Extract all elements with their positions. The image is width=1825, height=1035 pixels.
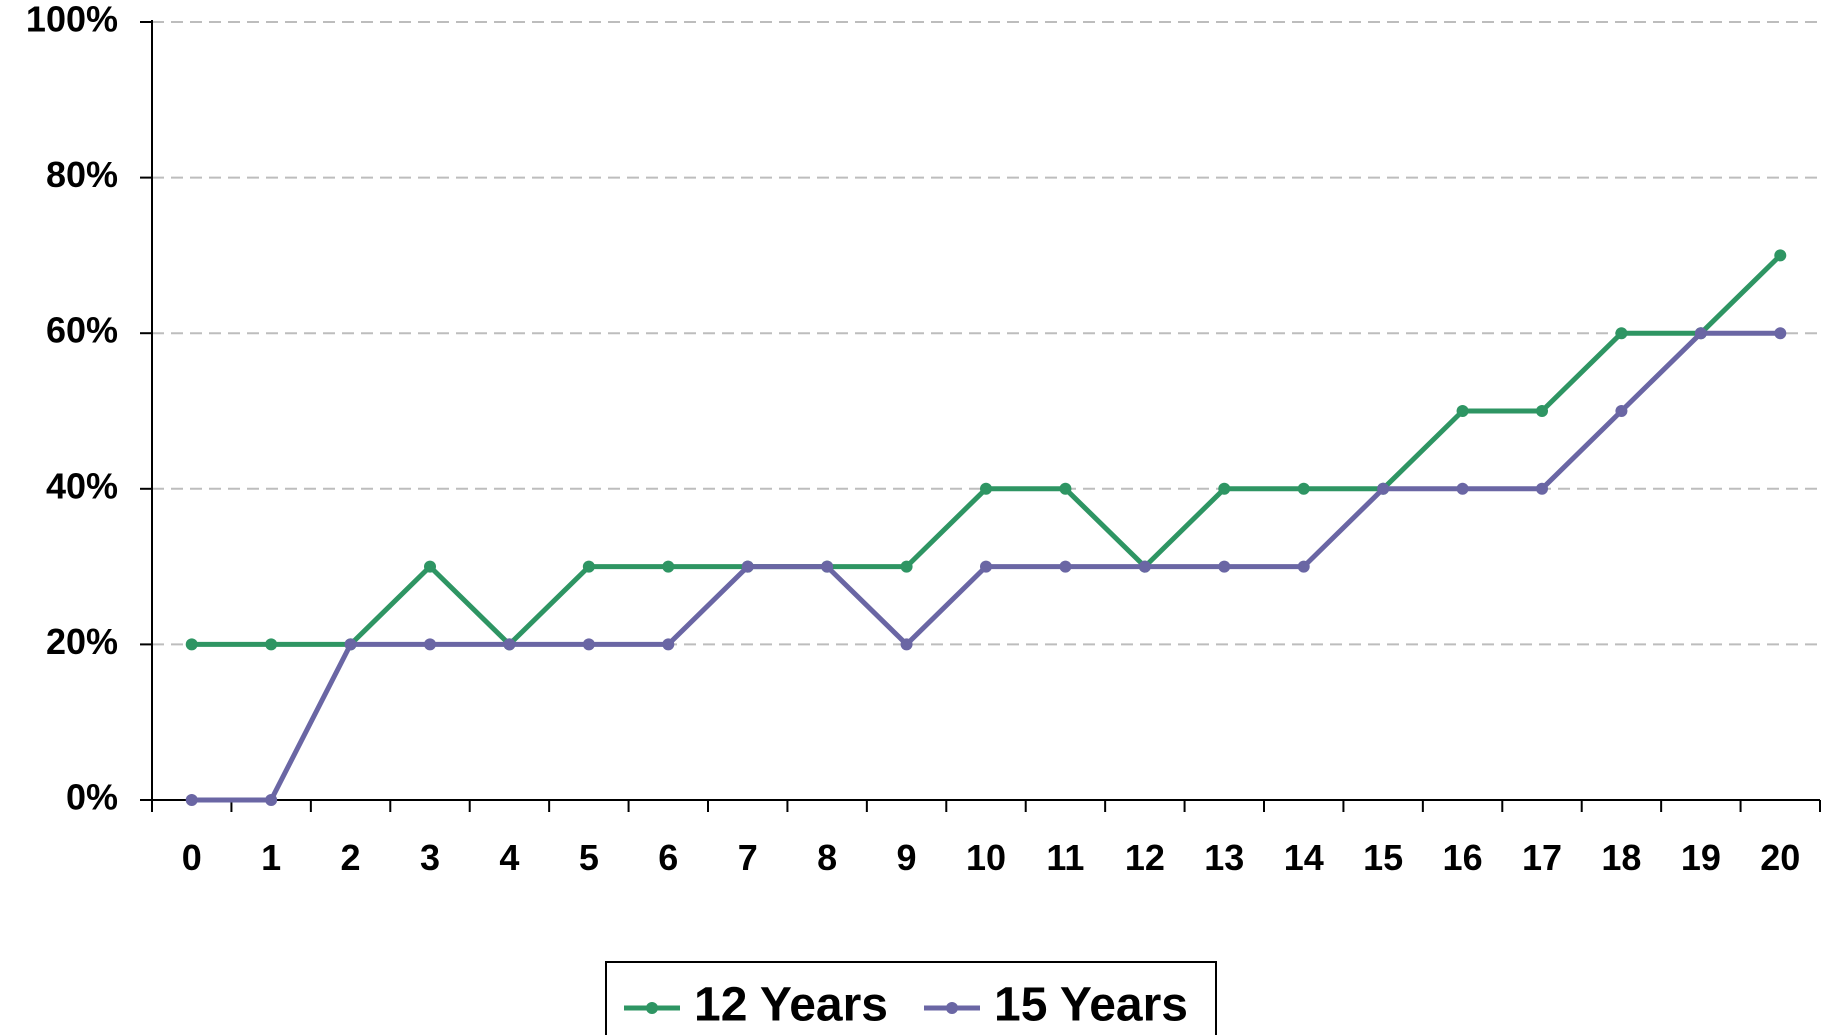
- x-tick-label: 2: [341, 837, 361, 878]
- data-point: [1536, 482, 1548, 495]
- x-tick-label: 18: [1601, 837, 1641, 878]
- axes: 0%20%40%60%80%100%0 1 2 3 4 5 6 7 8 9 10 11 12 13 14 15…: [26, 0, 1821, 878]
- data-point: [1059, 482, 1072, 495]
- data-point: [1774, 249, 1787, 262]
- x-tick-label: 7: [738, 837, 758, 878]
- x-tick-label: 5: [579, 837, 599, 878]
- y-tick-label: 100%: [26, 0, 118, 40]
- y-tick-label: 20%: [46, 621, 118, 662]
- data-point: [980, 482, 992, 495]
- x-tick-label: 16: [1443, 837, 1483, 878]
- series-line: [189, 252, 1783, 647]
- legend-swatch-marker: [946, 1002, 958, 1014]
- data-point: [1297, 560, 1310, 573]
- x-tick-label: 1: [261, 837, 281, 878]
- series-lines: [185, 249, 1787, 806]
- legend-label: 15 Years: [994, 979, 1188, 1032]
- data-point: [1456, 405, 1469, 417]
- data-point: [1218, 482, 1231, 495]
- x-tick-label: 20: [1760, 837, 1800, 878]
- data-point: [265, 638, 278, 651]
- legend: 12 Years 15 Years: [605, 961, 1217, 1035]
- x-tick-label: 13: [1204, 837, 1244, 878]
- data-point: [900, 638, 913, 651]
- data-point: [821, 560, 834, 573]
- x-tick-label: 10: [966, 837, 1006, 878]
- legend-entry: 12 Years: [624, 979, 888, 1032]
- data-point: [582, 560, 595, 573]
- data-point: [900, 560, 913, 573]
- data-point: [1218, 560, 1231, 573]
- x-tick-label: 17: [1522, 837, 1562, 878]
- data-point: [1297, 482, 1310, 495]
- x-tick-label: 12: [1125, 837, 1165, 878]
- x-tick-label: 9: [897, 837, 917, 878]
- data-point: [1694, 327, 1707, 340]
- series-2: [185, 327, 1787, 806]
- data-point: [1377, 482, 1390, 495]
- data-point: [662, 638, 675, 651]
- y-tick-label: 60%: [46, 310, 118, 351]
- x-tick-label: 19: [1681, 837, 1721, 878]
- data-point: [1456, 482, 1469, 495]
- x-tick-label: 14: [1284, 837, 1324, 878]
- legend-entry: 15 Years: [924, 979, 1188, 1032]
- legend-label: 12 Years: [694, 979, 888, 1032]
- legend-box: [605, 961, 1217, 1035]
- data-point: [424, 638, 436, 651]
- x-tick-label: 11: [1046, 837, 1084, 878]
- data-point: [582, 638, 595, 651]
- x-tick-label: 3: [420, 837, 440, 878]
- data-point: [185, 638, 198, 651]
- x-tick-label: 15: [1363, 837, 1403, 878]
- data-point: [1059, 560, 1072, 573]
- x-tick-label: 0: [182, 837, 202, 878]
- data-point: [424, 560, 436, 573]
- gridlines: [152, 21, 1820, 646]
- data-point: [1536, 405, 1548, 417]
- series-1: [185, 249, 1787, 651]
- y-tick-label: 0%: [66, 777, 118, 818]
- x-tick-label: 4: [499, 837, 519, 878]
- data-point: [1615, 405, 1628, 417]
- data-point: [185, 794, 198, 806]
- data-point: [265, 794, 278, 806]
- data-point: [1774, 327, 1787, 340]
- x-tick-label: 6: [658, 837, 678, 878]
- data-point: [503, 638, 516, 651]
- legend-swatch-marker: [646, 1002, 658, 1014]
- data-point: [1615, 327, 1628, 340]
- data-point: [741, 560, 754, 573]
- x-tick-label: 8: [817, 837, 837, 878]
- data-point: [1138, 560, 1151, 573]
- y-tick-label: 40%: [46, 465, 118, 506]
- data-point: [980, 560, 992, 573]
- data-point: [662, 560, 675, 573]
- data-point: [344, 638, 357, 651]
- y-tick-label: 80%: [46, 154, 118, 195]
